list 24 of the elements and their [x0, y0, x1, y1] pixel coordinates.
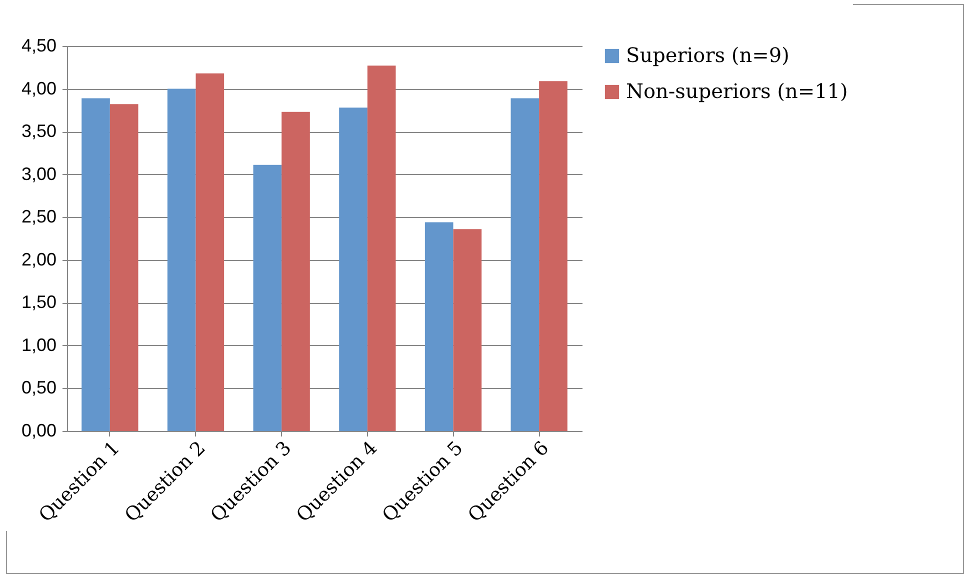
y-tick-label: 2,50	[21, 206, 56, 227]
bar	[253, 164, 282, 431]
y-tick-label: 4,50	[21, 36, 56, 56]
bar	[339, 108, 368, 431]
bar	[282, 112, 310, 431]
y-tick-label: 3,50	[21, 121, 56, 142]
bar	[196, 73, 224, 431]
bar	[110, 104, 138, 431]
bar	[453, 229, 482, 431]
bar	[82, 98, 110, 431]
y-tick-label: 2,00	[21, 249, 56, 270]
y-tick-label: 1,00	[21, 334, 56, 355]
y-tick-label: 3,00	[21, 164, 56, 184]
y-tick-label: 4,00	[21, 78, 56, 98]
y-tick-label: 1,50	[21, 292, 56, 312]
bar	[539, 81, 568, 431]
bar	[367, 66, 396, 431]
bar	[510, 98, 540, 431]
legend-label: Superiors (n=9)	[626, 43, 790, 67]
y-tick-label: 0,50	[21, 378, 56, 398]
bar	[424, 222, 454, 431]
y-tick-label: 0,00	[21, 420, 56, 440]
bar	[167, 88, 196, 431]
legend-label: Non-superiors (n=11)	[626, 79, 848, 103]
